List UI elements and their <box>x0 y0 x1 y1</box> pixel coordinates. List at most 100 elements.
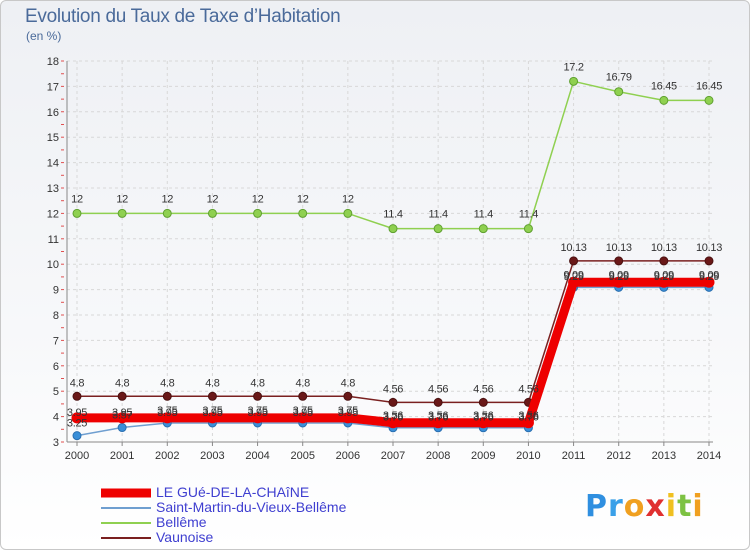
data-label-le-gue: 3.76 <box>428 412 448 424</box>
data-point-vaunoise <box>569 256 579 266</box>
data-label-vaunoise: 4.56 <box>518 383 538 395</box>
x-tick-label: 2012 <box>606 450 630 462</box>
y-tick-label: 11 <box>48 234 59 246</box>
data-label-belleme: 12 <box>161 193 173 205</box>
data-label-belleme: 17.2 <box>563 61 583 73</box>
data-point-belleme <box>298 208 308 218</box>
data-point-saint-martin <box>72 431 82 441</box>
data-point-le-gue <box>432 417 444 429</box>
y-tick-label: 7 <box>53 335 59 347</box>
x-tick-label: 2005 <box>290 450 314 462</box>
data-point-belleme <box>162 208 172 218</box>
data-point-vaunoise <box>614 256 624 266</box>
data-point-belleme <box>433 224 443 234</box>
logo-letter: o <box>623 489 646 524</box>
data-label-le-gue: 9.29 <box>699 271 719 283</box>
x-tick-label: 2011 <box>562 450 586 462</box>
data-label-belleme: 12 <box>71 193 83 205</box>
data-label-saint-martin: 3.75 <box>247 405 267 417</box>
logo-letter: t <box>677 489 693 524</box>
legend-swatch-vaunoise <box>101 536 151 539</box>
data-point-vaunoise <box>343 391 353 401</box>
logo-letter: x <box>645 489 666 524</box>
legend-label-belleme: Bellême <box>156 514 207 530</box>
data-label-saint-martin: 3.56 <box>383 410 403 422</box>
data-label-vaunoise: 4.8 <box>205 377 220 389</box>
x-tick-label: 2003 <box>200 450 224 462</box>
data-label-le-gue: 3.76 <box>518 412 538 424</box>
data-label-le-gue: 3.95 <box>112 407 132 419</box>
y-tick-label: 8 <box>53 310 59 322</box>
data-label-le-gue: 3.95 <box>338 407 358 419</box>
data-label-vaunoise: 4.56 <box>473 383 493 395</box>
proxiti-logo: Proxiti <box>585 489 704 524</box>
data-label-le-gue: 3.76 <box>473 412 493 424</box>
data-label-saint-martin: 3.75 <box>338 405 358 417</box>
data-point-vaunoise <box>162 391 172 401</box>
x-tick-label: 2013 <box>652 450 676 462</box>
data-label-le-gue: 3.95 <box>67 407 87 419</box>
data-label-saint-martin: 3.75 <box>202 405 222 417</box>
data-label-le-gue: 9.29 <box>563 271 583 283</box>
data-point-vaunoise <box>659 256 669 266</box>
data-label-vaunoise: 10.13 <box>561 242 587 254</box>
y-tick-label: 15 <box>47 132 59 144</box>
data-label-saint-martin: 3.57 <box>112 410 132 422</box>
data-point-belleme <box>117 208 127 218</box>
data-point-vaunoise <box>253 391 263 401</box>
y-tick-label: 12 <box>47 208 59 220</box>
data-point-belleme <box>569 76 579 86</box>
data-label-vaunoise: 4.56 <box>383 383 403 395</box>
data-label-belleme: 12 <box>207 193 219 205</box>
data-label-belleme: 12 <box>116 193 128 205</box>
legend-swatch-le-gue <box>101 488 151 497</box>
data-point-le-gue <box>71 412 83 424</box>
data-point-le-gue <box>342 412 354 424</box>
data-label-vaunoise: 10.13 <box>696 242 722 254</box>
data-point-vaunoise <box>388 397 398 407</box>
y-tick-label: 9 <box>53 285 59 297</box>
y-tick-label: 3 <box>53 437 59 449</box>
y-tick-label: 6 <box>53 361 59 373</box>
data-label-belleme: 11.4 <box>519 209 539 221</box>
data-point-le-gue <box>161 412 173 424</box>
data-label-vaunoise: 10.13 <box>651 242 677 254</box>
data-point-le-gue <box>658 276 670 288</box>
data-label-belleme: 16.45 <box>696 80 722 92</box>
data-label-le-gue: 9.29 <box>654 271 674 283</box>
y-tick-label: 17 <box>47 81 59 93</box>
y-tick-label: 16 <box>47 107 59 119</box>
y-tick-label: 5 <box>53 386 59 398</box>
logo-letter: i <box>665 489 678 524</box>
legend-item-le-gue: LE GUé-DE-LA-CHAîNE <box>101 485 346 500</box>
data-label-vaunoise: 4.56 <box>428 383 448 395</box>
legend-label-le-gue: LE GUé-DE-LA-CHAîNE <box>156 484 310 500</box>
data-point-le-gue <box>703 276 715 288</box>
legend-item-belleme: Bellême <box>101 515 346 530</box>
data-label-vaunoise: 4.8 <box>115 377 130 389</box>
data-label-saint-martin: 9.09 <box>654 269 674 281</box>
y-tick-label: 10 <box>47 259 59 271</box>
y-tick-label: 18 <box>47 56 59 68</box>
data-point-belleme <box>207 208 217 218</box>
data-point-le-gue <box>116 412 128 424</box>
x-tick-label: 2010 <box>516 450 540 462</box>
data-point-belleme <box>704 95 714 105</box>
data-point-vaunoise <box>478 397 488 407</box>
logo-letter: P <box>585 489 608 524</box>
data-point-vaunoise <box>117 391 127 401</box>
data-point-belleme <box>523 224 533 234</box>
data-label-belleme: 11.4 <box>474 209 494 221</box>
data-label-saint-martin: 3.25 <box>67 418 87 430</box>
legend-item-vaunoise: Vaunoise <box>101 530 346 545</box>
logo-letter: r <box>608 489 624 524</box>
data-label-saint-martin: 9.09 <box>609 269 629 281</box>
x-tick-label: 2007 <box>381 450 405 462</box>
data-point-le-gue <box>252 412 264 424</box>
data-label-vaunoise: 4.8 <box>341 377 356 389</box>
data-label-vaunoise: 4.8 <box>160 377 175 389</box>
data-point-le-gue <box>613 276 625 288</box>
data-label-saint-martin: 3.56 <box>473 410 493 422</box>
data-point-vaunoise <box>298 391 308 401</box>
x-tick-label: 2014 <box>697 450 721 462</box>
